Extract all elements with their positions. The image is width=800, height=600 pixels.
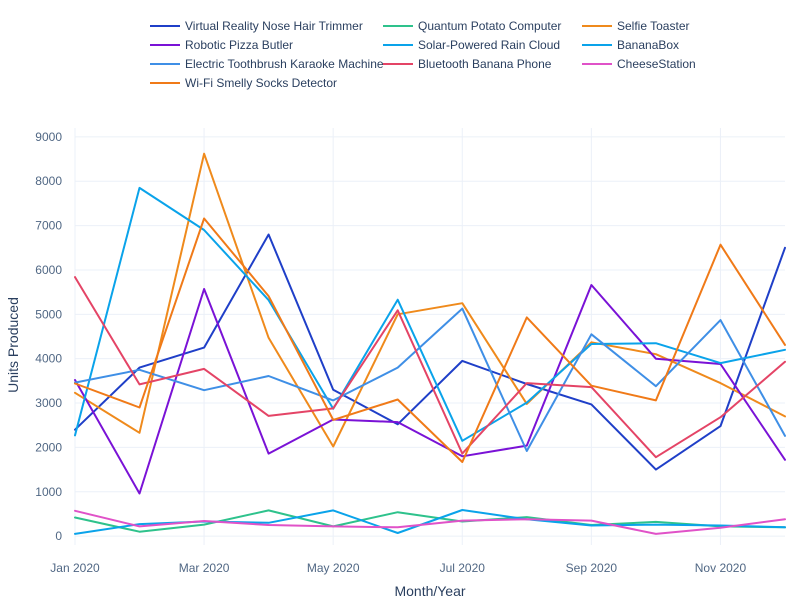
series-line-4[interactable]	[74, 284, 786, 495]
legend-label: Virtual Reality Nose Hair Trimmer	[185, 19, 363, 33]
legend-label: Quantum Potato Computer	[418, 19, 561, 33]
y-axis-title: Units Produced	[5, 297, 21, 393]
legend-item[interactable]: Robotic Pizza Butler	[150, 38, 293, 52]
legend-item[interactable]: Quantum Potato Computer	[383, 19, 561, 33]
legend-label: CheeseStation	[617, 57, 696, 71]
series-line-8[interactable]	[74, 276, 786, 459]
legend-label: BananaBox	[617, 38, 679, 52]
legend-item[interactable]: Bluetooth Banana Phone	[383, 57, 552, 71]
y-tick-label: 2000	[35, 440, 62, 454]
legend-item[interactable]: Electric Toothbrush Karaoke Machine	[150, 57, 384, 71]
legend-label: Bluetooth Banana Phone	[418, 57, 552, 71]
x-tick-label: Nov 2020	[695, 561, 747, 575]
legend-item[interactable]: CheeseStation	[582, 57, 696, 71]
grid-lines	[74, 128, 785, 545]
legend-label: Solar-Powered Rain Cloud	[418, 38, 560, 52]
x-tick-label: Jan 2020	[50, 561, 100, 575]
x-tick-label: Jul 2020	[440, 561, 486, 575]
x-tick-label: Sep 2020	[566, 561, 618, 575]
y-tick-label: 4000	[35, 352, 62, 366]
x-axis-title: Month/Year	[394, 583, 465, 599]
legend-item[interactable]: Solar-Powered Rain Cloud	[383, 38, 560, 52]
y-axis-ticks: 0 1000 2000 3000 4000 5000 6000 7000 8000 9000	[35, 130, 62, 543]
series-line-10[interactable]	[74, 217, 786, 463]
series-line-5[interactable]	[74, 186, 786, 442]
y-tick-label: 7000	[35, 219, 62, 233]
legend-item[interactable]: Wi-Fi Smelly Socks Detector	[150, 76, 337, 90]
legend-item[interactable]: Virtual Reality Nose Hair Trimmer	[150, 19, 363, 33]
legend-label: Robotic Pizza Butler	[185, 38, 293, 52]
x-tick-label: Mar 2020	[179, 561, 230, 575]
x-tick-label: May 2020	[307, 561, 360, 575]
y-tick-label: 6000	[35, 263, 62, 277]
legend-item[interactable]: BananaBox	[582, 38, 679, 52]
series-line-9[interactable]	[74, 509, 786, 535]
series-line-2[interactable]	[74, 509, 786, 533]
y-tick-label: 9000	[35, 130, 62, 144]
y-tick-label: 3000	[35, 396, 62, 410]
x-axis-ticks: Jan 2020 Mar 2020 May 2020 Jul 2020 Sep 2020…	[50, 561, 746, 575]
legend-label: Selfie Toaster	[617, 19, 690, 33]
y-tick-label: 5000	[35, 307, 62, 321]
y-tick-label: 8000	[35, 174, 62, 188]
legend[interactable]: Virtual Reality Nose Hair Trimmer Quantum…	[150, 19, 696, 90]
series-line-1[interactable]	[74, 233, 786, 471]
y-tick-label: 1000	[35, 485, 62, 499]
series-layer[interactable]	[74, 152, 786, 535]
legend-label: Electric Toothbrush Karaoke Machine	[185, 57, 384, 71]
legend-label: Wi-Fi Smelly Socks Detector	[185, 76, 337, 90]
legend-item[interactable]: Selfie Toaster	[582, 19, 690, 33]
y-tick-label: 0	[55, 529, 62, 543]
